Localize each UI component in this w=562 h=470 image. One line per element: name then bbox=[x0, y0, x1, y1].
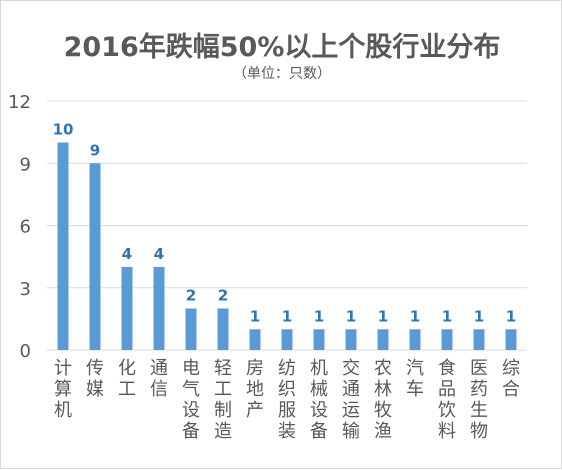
bar bbox=[153, 267, 165, 350]
data-label: 1 bbox=[474, 307, 484, 325]
data-label: 1 bbox=[378, 307, 388, 325]
data-label: 4 bbox=[122, 245, 132, 263]
y-tick-label: 6 bbox=[20, 217, 31, 238]
data-label: 1 bbox=[346, 307, 356, 325]
y-tick-label: 12 bbox=[8, 92, 31, 113]
x-tick-label: 纺织服装 bbox=[278, 358, 296, 442]
y-tick-label: 0 bbox=[20, 341, 31, 362]
bar bbox=[377, 329, 389, 350]
x-tick-label: 传媒 bbox=[86, 358, 104, 400]
data-label: 4 bbox=[154, 245, 164, 263]
x-tick-label: 食品饮料 bbox=[438, 358, 456, 442]
x-tick-label: 电气设备 bbox=[182, 358, 200, 442]
bar bbox=[313, 329, 325, 350]
data-label: 10 bbox=[53, 121, 74, 139]
bar bbox=[505, 329, 517, 350]
bar bbox=[185, 308, 197, 350]
data-label: 9 bbox=[90, 141, 100, 159]
x-tick-label: 通信 bbox=[150, 358, 168, 400]
y-tick-label: 3 bbox=[20, 279, 31, 300]
chart-title: 2016年跌幅50%以上个股行业分布 bbox=[63, 32, 501, 63]
bar bbox=[57, 142, 69, 350]
x-tick-label: 机械设备 bbox=[310, 358, 328, 442]
bar bbox=[473, 329, 485, 350]
x-tick-label: 轻工制造 bbox=[214, 358, 232, 442]
data-label: 1 bbox=[282, 307, 292, 325]
bar bbox=[249, 329, 261, 350]
y-tick-label: 9 bbox=[20, 154, 31, 175]
x-tick-label: 房地产 bbox=[246, 358, 264, 421]
data-label: 1 bbox=[410, 307, 420, 325]
bar bbox=[89, 163, 101, 350]
x-tick-label: 化工 bbox=[118, 358, 136, 400]
data-label: 1 bbox=[314, 307, 324, 325]
data-label: 2 bbox=[218, 287, 228, 305]
data-label: 1 bbox=[506, 307, 516, 325]
bar bbox=[217, 308, 229, 350]
bar bbox=[345, 329, 357, 350]
bar bbox=[441, 329, 453, 350]
x-tick-label: 计算机 bbox=[54, 358, 72, 421]
data-label: 1 bbox=[442, 307, 452, 325]
data-label: 1 bbox=[250, 307, 260, 325]
chart-subtitle: （单位：只数） bbox=[233, 66, 331, 82]
bar bbox=[281, 329, 293, 350]
x-tick-label: 综合 bbox=[502, 358, 520, 400]
bar bbox=[409, 329, 421, 350]
x-tick-label: 农林牧渔 bbox=[374, 358, 392, 442]
bar bbox=[121, 267, 133, 350]
x-tick-label: 汽车 bbox=[406, 358, 424, 400]
data-label: 2 bbox=[186, 287, 196, 305]
x-tick-label: 交通运输 bbox=[342, 358, 360, 442]
x-tick-label: 医药生物 bbox=[470, 358, 488, 442]
